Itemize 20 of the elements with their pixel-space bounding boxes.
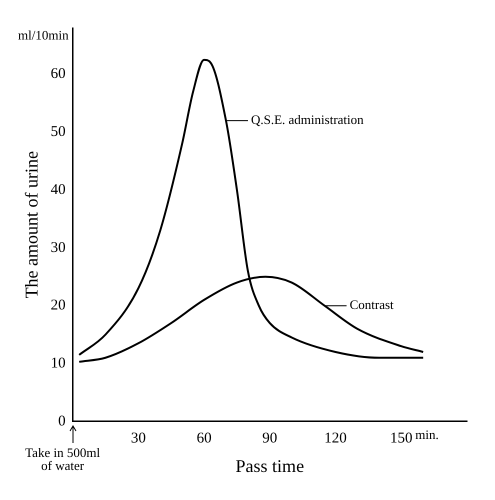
x-tick-label: 60 — [196, 430, 212, 446]
y-tick-label: 0 — [58, 413, 66, 430]
x-tick-label: 120 — [324, 430, 347, 446]
y-tick-label: 40 — [50, 182, 66, 198]
y-tick-label: 10 — [50, 355, 66, 372]
x-tick-label: 90 — [262, 430, 278, 446]
line-series — [78, 58, 424, 359]
y-tick-label: 60 — [50, 66, 66, 82]
x-tick-label: 30 — [130, 430, 146, 446]
text: min. — [415, 426, 439, 442]
legend-label: Q.S.E. administration — [250, 112, 364, 127]
y-axis-title: The amount of urine — [22, 150, 42, 298]
text: ml/10min — [18, 27, 70, 42]
x-axis-title: Pass time — [236, 456, 304, 476]
y-tick-label: 50 — [50, 124, 66, 140]
x-tick-label: 150 — [390, 430, 413, 446]
text: Take in 500ml of water — [25, 444, 100, 473]
legend-label: Contrast — [350, 297, 394, 312]
y-tick-label: 30 — [50, 240, 66, 256]
y-tick-label: 20 — [50, 298, 66, 314]
